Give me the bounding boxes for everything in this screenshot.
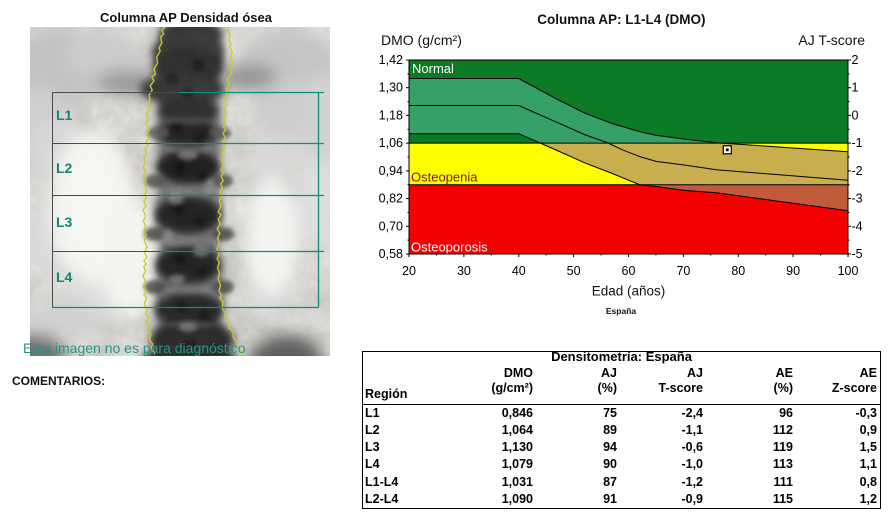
svg-text:-1: -1 xyxy=(852,136,863,150)
svg-text:1,30: 1,30 xyxy=(379,81,403,95)
svg-text:1,42: 1,42 xyxy=(379,53,403,67)
svg-text:80: 80 xyxy=(731,264,745,278)
svg-text:0: 0 xyxy=(852,108,859,122)
svg-text:Columna AP: L1-L4 (DMO): Columna AP: L1-L4 (DMO) xyxy=(537,12,705,27)
svg-text:DMO (g/cm²): DMO (g/cm²) xyxy=(381,32,462,48)
svg-text:0,82: 0,82 xyxy=(379,192,403,206)
svg-text:1,06: 1,06 xyxy=(379,136,403,150)
svg-text:0,58: 0,58 xyxy=(379,247,403,261)
svg-text:Normal: Normal xyxy=(412,61,454,76)
svg-text:Edad (años): Edad (años) xyxy=(592,284,666,299)
svg-text:2: 2 xyxy=(852,53,859,67)
svg-text:100: 100 xyxy=(838,264,859,278)
svg-text:50: 50 xyxy=(567,264,581,278)
svg-text:20: 20 xyxy=(402,264,416,278)
svg-text:-3: -3 xyxy=(852,192,863,206)
svg-text:1: 1 xyxy=(852,81,859,95)
svg-text:L2: L2 xyxy=(56,160,73,176)
svg-text:-5: -5 xyxy=(852,247,863,261)
svg-text:L3: L3 xyxy=(56,214,73,230)
svg-text:España: España xyxy=(606,306,637,316)
svg-text:AJ T-score: AJ T-score xyxy=(798,32,865,48)
svg-text:0,94: 0,94 xyxy=(379,164,403,178)
svg-text:70: 70 xyxy=(676,264,690,278)
svg-text:40: 40 xyxy=(512,264,526,278)
svg-text:-2: -2 xyxy=(852,164,863,178)
svg-text:Osteopenia: Osteopenia xyxy=(411,170,478,185)
svg-text:1,18: 1,18 xyxy=(379,108,403,122)
svg-text:30: 30 xyxy=(457,264,471,278)
svg-text:90: 90 xyxy=(786,264,800,278)
svg-text:60: 60 xyxy=(622,264,636,278)
svg-text:0,70: 0,70 xyxy=(379,219,403,233)
svg-text:Osteoporosis: Osteoporosis xyxy=(411,240,488,255)
svg-text:L1: L1 xyxy=(56,107,73,123)
svg-text:L4: L4 xyxy=(56,269,73,285)
svg-text:-4: -4 xyxy=(852,219,863,233)
